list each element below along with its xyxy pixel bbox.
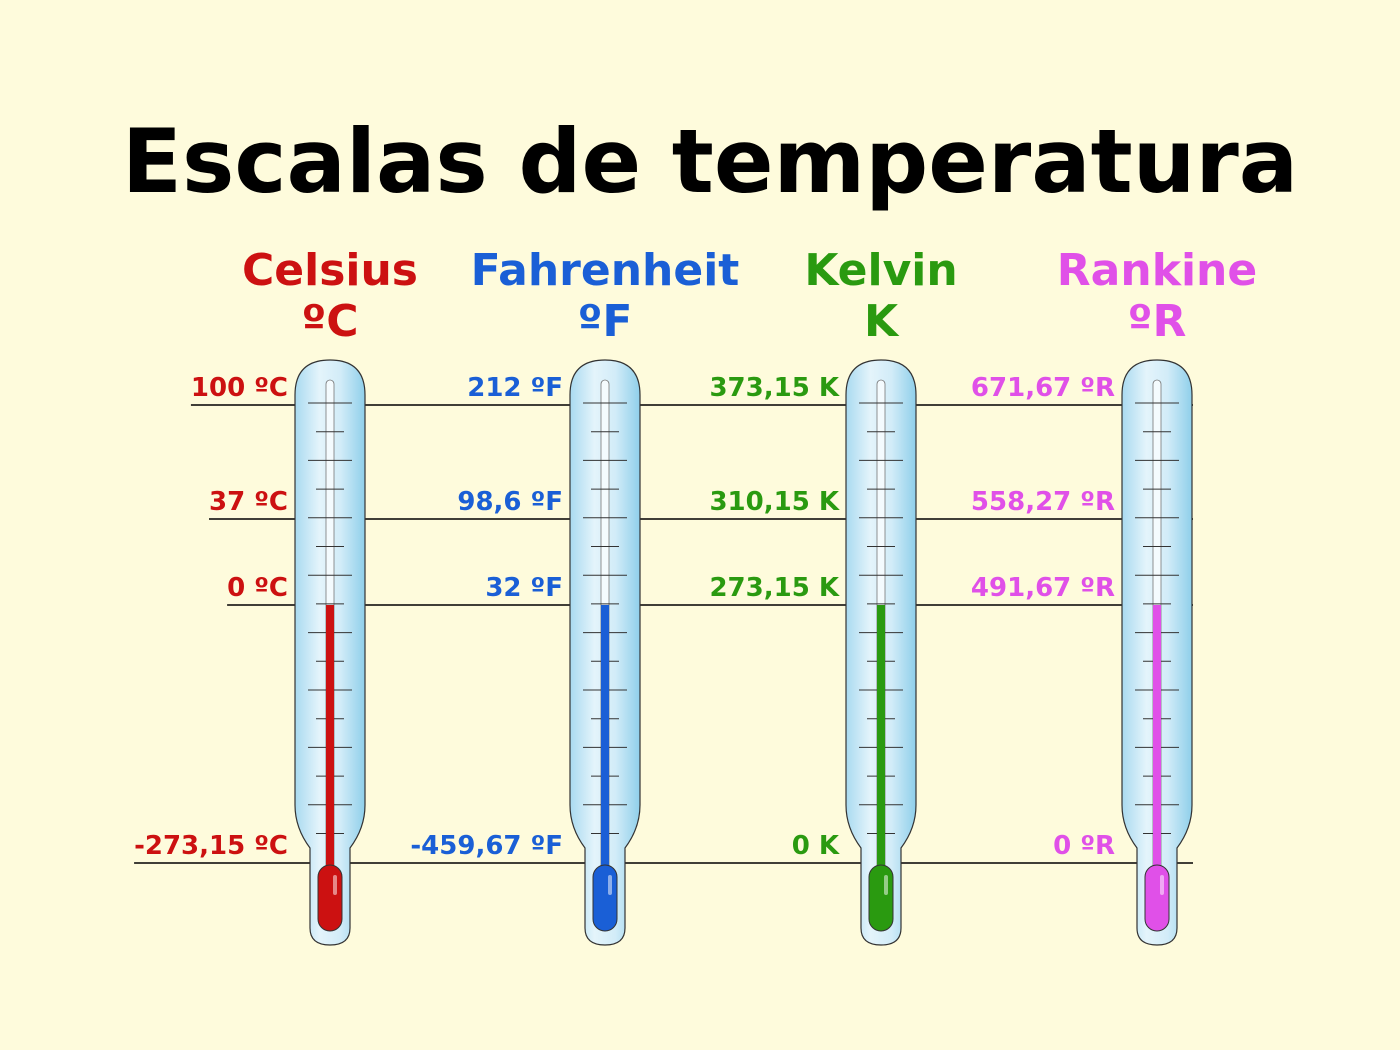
temperature-label: 273,15 K (709, 573, 839, 603)
title: Escalas de temperatura (122, 110, 1298, 213)
temperature-label: 0 ºC (227, 573, 288, 603)
liquid-bulb (868, 864, 894, 932)
temperature-label: 100 ºC (191, 373, 288, 403)
bulb-shine (884, 875, 888, 895)
liquid-column (326, 605, 334, 875)
scale-unit: K (864, 296, 900, 347)
bulb-shine (1160, 875, 1164, 895)
thermometers (294, 359, 1193, 946)
temperature-label: 671,67 ºR (971, 373, 1115, 403)
temperature-label: 491,67 ºR (971, 573, 1115, 603)
scale-name: Fahrenheit (471, 245, 740, 296)
liquid-bulb (1144, 864, 1170, 932)
temperature-label: 373,15 K (709, 373, 839, 403)
temperature-label: 558,27 ºR (971, 487, 1115, 517)
scale-unit: ºC (301, 296, 358, 347)
liquid-column (1153, 605, 1161, 875)
temperature-label: 98,6 ºF (457, 487, 563, 517)
liquid-column (601, 605, 609, 875)
scale-unit: ºF (578, 296, 633, 347)
scale-name: Rankine (1057, 245, 1257, 296)
temperature-label: 32 ºF (485, 573, 563, 603)
temperature-label: -459,67 ºF (410, 831, 563, 861)
temperature-label: 212 ºF (467, 373, 563, 403)
temperature-label: 37 ºC (209, 487, 288, 517)
bulb-shine (333, 875, 337, 895)
temperature-label: 310,15 K (709, 487, 839, 517)
temperature-label: 0 K (792, 831, 840, 861)
liquid-bulb (317, 864, 343, 932)
scale-unit: ºR (1128, 296, 1187, 347)
liquid-bulb (592, 864, 618, 932)
liquid-column (877, 605, 885, 875)
temperature-label: -273,15 ºC (134, 831, 288, 861)
scale-name: Celsius (242, 245, 418, 296)
bulb-shine (608, 875, 612, 895)
scale-name: Kelvin (804, 245, 957, 296)
temperature-label: 0 ºR (1053, 831, 1115, 861)
